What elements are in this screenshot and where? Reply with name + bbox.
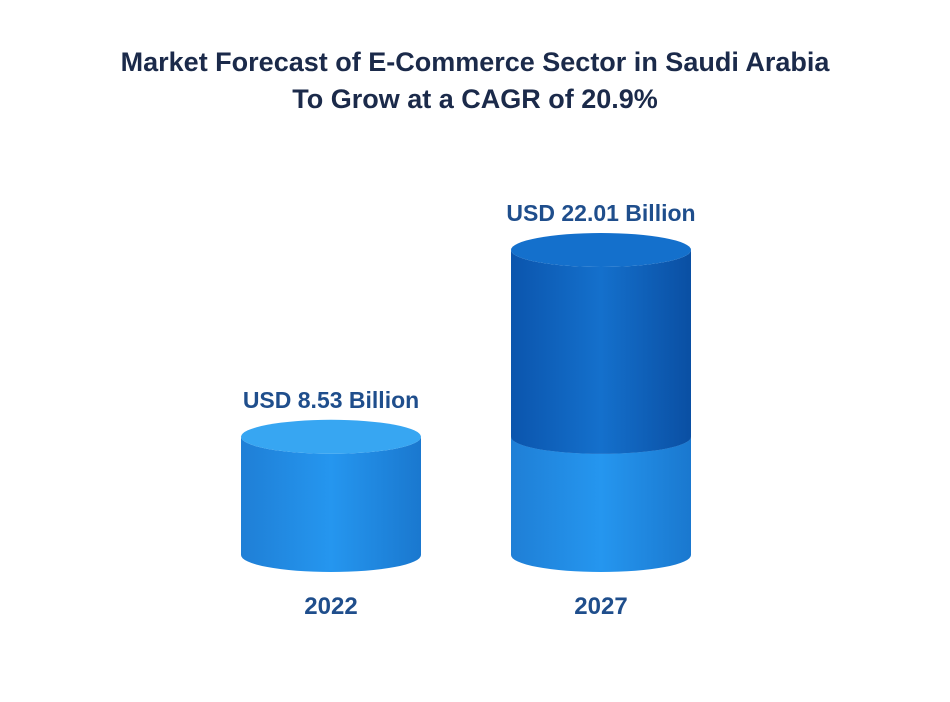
category-label-2027: 2027	[574, 593, 627, 620]
chart-title: Market Forecast of E-Commerce Sector in …	[0, 44, 950, 118]
bar-body-growth-2027	[511, 250, 691, 454]
value-label-2022: USD 8.53 Billion	[243, 387, 419, 413]
labels-group: USD 8.53 Billion 2022 USD 22.01 Billion 202…	[243, 200, 696, 620]
category-label-2022: 2022	[304, 593, 357, 620]
bar-body-base-2027	[511, 436, 691, 572]
value-label-2027: USD 22.01 Billion	[506, 200, 695, 226]
chart-title-line-1: Market Forecast of E-Commerce Sector in …	[120, 47, 830, 77]
bars-group	[241, 233, 691, 572]
bar-2022	[241, 419, 421, 572]
bar-top-2027	[511, 233, 691, 267]
bar-top-2022	[241, 419, 421, 454]
chart-title-line-2: To Grow at a CAGR of 20.9%	[292, 84, 658, 114]
bar-2027	[511, 233, 691, 572]
bar-body-2022	[241, 436, 421, 572]
bar-seam-2027	[511, 436, 691, 454]
